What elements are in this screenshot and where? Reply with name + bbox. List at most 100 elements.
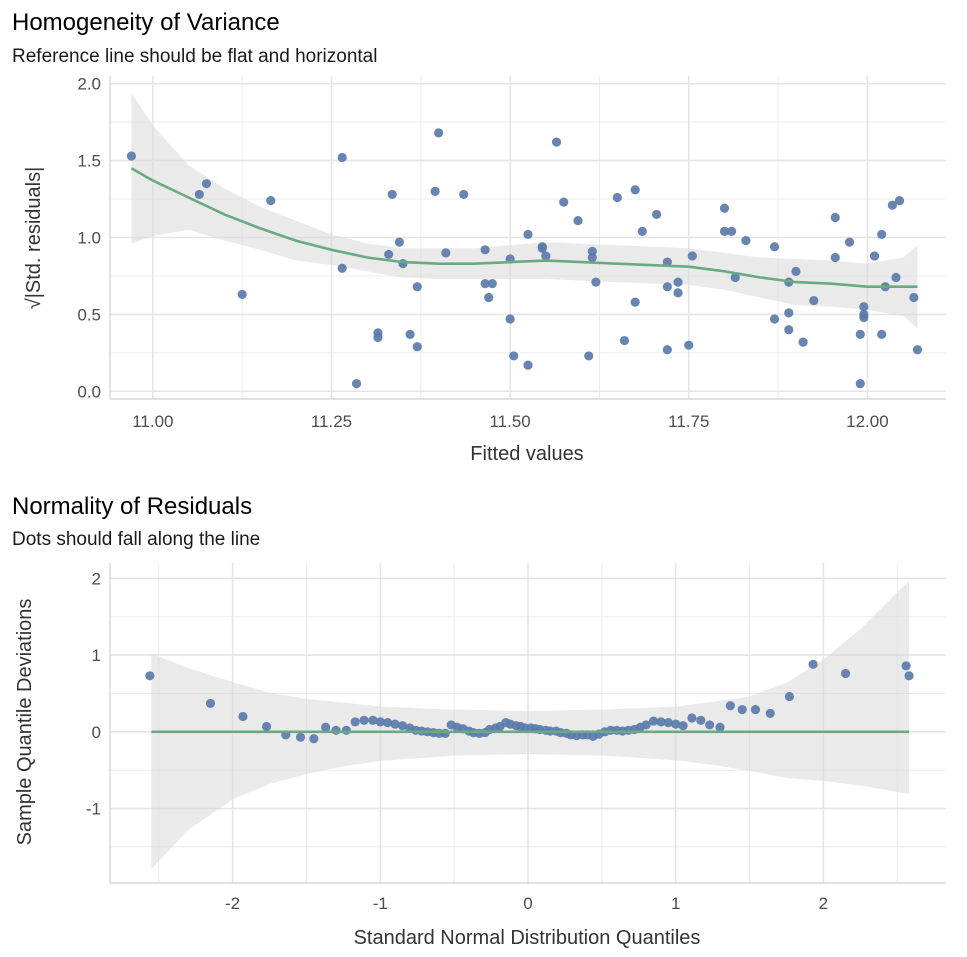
x-tick-label: 2 <box>819 894 828 913</box>
data-points <box>145 659 914 744</box>
data-point <box>641 720 651 730</box>
data-point <box>434 128 444 138</box>
homogeneity-panel: Homogeneity of Variance Reference line s… <box>12 9 946 465</box>
data-point <box>830 212 840 223</box>
data-point <box>687 251 697 261</box>
data-point <box>648 716 659 726</box>
data-point <box>662 282 672 292</box>
data-point <box>350 717 360 727</box>
data-point <box>612 192 622 203</box>
data-point <box>440 728 450 738</box>
data-point <box>383 718 393 728</box>
normality-plot-area: -2 -1 0 1 2 -1 0 1 2 <box>86 563 946 913</box>
data-point <box>587 252 597 263</box>
data-point <box>321 722 331 732</box>
data-point <box>730 272 740 283</box>
data-point <box>341 725 351 735</box>
data-point <box>405 329 415 339</box>
data-point <box>741 235 751 246</box>
normality-x-axis-title: Standard Normal Distribution Quantiles <box>354 927 701 949</box>
y-tick-label: 2.0 <box>77 75 101 94</box>
data-point <box>719 203 730 213</box>
data-point <box>487 279 497 289</box>
normality-subtitle: Dots should fall along the line <box>12 529 260 550</box>
data-point <box>859 312 869 323</box>
data-point <box>505 314 515 324</box>
data-point <box>719 226 730 236</box>
data-point <box>480 279 490 289</box>
data-point <box>523 360 533 370</box>
data-point <box>205 698 216 709</box>
data-point <box>412 342 422 352</box>
y-tick-label: -1 <box>86 800 101 819</box>
data-point <box>145 671 155 681</box>
homogeneity-subtitle: Reference line should be flat and horizo… <box>12 46 377 67</box>
y-tick-label: 0.5 <box>77 305 101 324</box>
data-point <box>678 721 688 731</box>
data-point <box>331 725 341 735</box>
data-point <box>830 252 840 263</box>
data-point <box>459 189 469 200</box>
data-point <box>201 179 212 189</box>
data-point <box>480 245 490 255</box>
data-point <box>798 337 808 347</box>
data-point <box>373 332 383 343</box>
x-tick-label: 11.50 <box>489 412 530 431</box>
data-point <box>727 226 737 236</box>
data-point <box>656 717 666 727</box>
data-point <box>725 701 735 711</box>
data-point <box>591 277 601 287</box>
data-point <box>662 345 672 355</box>
data-point <box>351 379 362 389</box>
data-point <box>784 691 795 702</box>
data-point <box>769 314 780 324</box>
data-point <box>750 704 761 715</box>
smooth-line <box>130 167 918 289</box>
data-point <box>901 661 911 671</box>
data-point <box>877 329 887 339</box>
data-point <box>412 282 422 292</box>
x-tick-label: -1 <box>373 894 388 913</box>
data-point <box>537 243 547 253</box>
data-point <box>844 237 855 247</box>
data-point <box>295 732 306 742</box>
data-point <box>887 200 898 210</box>
data-point <box>869 251 880 261</box>
data-point <box>430 186 440 196</box>
data-point <box>904 671 914 681</box>
data-point <box>441 248 451 258</box>
data-point <box>584 351 594 361</box>
data-point <box>891 272 901 283</box>
data-point <box>912 345 923 355</box>
data-point <box>337 263 347 273</box>
data-point <box>238 711 248 722</box>
data-point <box>855 379 865 389</box>
data-point <box>671 719 681 729</box>
x-tick-label: 1 <box>671 894 680 913</box>
data-point <box>484 292 494 303</box>
data-point <box>266 195 276 206</box>
data-point <box>390 719 400 729</box>
data-point <box>387 189 397 200</box>
data-point <box>359 715 369 725</box>
homogeneity-y-axis-title: √|Std. residuals| <box>23 167 45 310</box>
data-point <box>673 288 683 298</box>
y-tick-label: 1 <box>92 646 101 665</box>
data-point <box>784 308 794 318</box>
data-point <box>894 195 905 206</box>
data-point <box>368 715 378 725</box>
x-tick-label: 11.25 <box>311 412 352 431</box>
data-point <box>791 266 801 276</box>
data-point <box>573 215 583 226</box>
homogeneity-x-axis-title: Fitted values <box>470 443 583 465</box>
data-point <box>261 721 272 732</box>
data-point <box>126 151 137 161</box>
y-tick-label: 1.5 <box>77 152 101 171</box>
data-point <box>809 295 819 306</box>
data-point <box>909 292 919 303</box>
data-point <box>237 289 247 300</box>
data-point <box>619 335 630 346</box>
y-tick-label: 0 <box>92 723 101 742</box>
